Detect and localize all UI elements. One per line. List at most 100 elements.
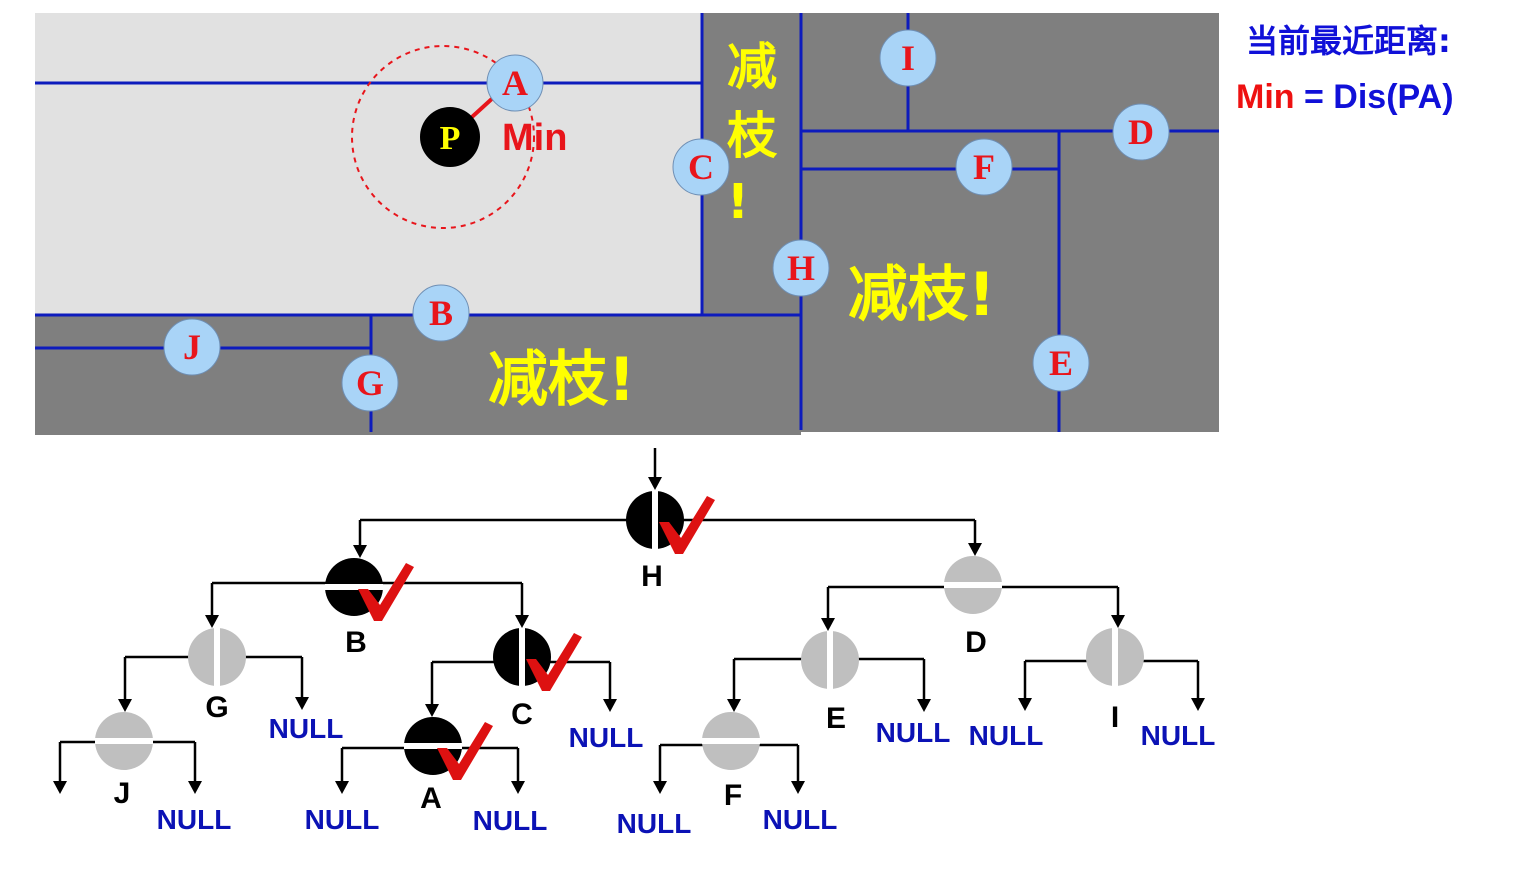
prune-char-1: 减 [727, 38, 777, 96]
prune-char-2: 枝 [727, 107, 778, 165]
tree-node-label: J [114, 777, 131, 810]
min-label: Min [502, 117, 567, 159]
partition-node-label: E [1049, 343, 1073, 383]
partition-node-e: E [1032, 334, 1090, 392]
search-tree: H B D G C E I J A F NULL NULL NULL NULL NULL NULL NULL N… [53, 448, 1215, 839]
arrow-head [1018, 698, 1032, 711]
null-label: NULL [969, 720, 1044, 751]
partition-node-circle [1112, 103, 1170, 161]
partition-node-label: D [1128, 112, 1154, 152]
partition-node-label: A [502, 63, 528, 103]
formula-equals: = [1294, 78, 1334, 116]
null-label: NULL [157, 804, 232, 835]
formula-min: Min [1236, 78, 1295, 116]
arrow-head [791, 781, 805, 794]
partition-nodes: A B C D E F G H I J [163, 29, 1170, 412]
null-label: NULL [763, 804, 838, 835]
split-mark [519, 628, 525, 686]
tree-node-label: H [641, 560, 663, 593]
region-right [801, 13, 1219, 432]
arrow-head [917, 699, 931, 712]
null-label: NULL [269, 713, 344, 744]
partition-node-h: H [772, 239, 830, 297]
arrow-head [968, 543, 982, 556]
tree-node-j: J [95, 712, 153, 810]
tree-node-i: I [1086, 628, 1144, 734]
partition-node-a: A [486, 54, 544, 112]
partition-node-circle [772, 239, 830, 297]
search-radius-circle [351, 45, 535, 229]
tree-node-f: F [702, 712, 760, 812]
arrow-head [353, 545, 367, 558]
tree-node-h: H [626, 491, 715, 593]
partition-node-d: D [1112, 103, 1170, 161]
prune-char-3: ! [727, 174, 749, 230]
partition-node-label: G [356, 363, 384, 403]
tree-node-c: C [493, 628, 582, 731]
partition-node-circle [341, 354, 399, 412]
partition-node-circle [486, 54, 544, 112]
split-mark [652, 491, 658, 549]
split-mark [1112, 628, 1118, 686]
partition-node-circle [1032, 334, 1090, 392]
arrow-head [188, 781, 202, 794]
partition-node-c: C [672, 138, 730, 196]
check-icon [659, 496, 715, 554]
split-mark [944, 582, 1002, 588]
check-icon [437, 722, 493, 780]
query-point-label: P [440, 120, 461, 157]
tree-node-d: D [944, 556, 1002, 659]
prune-label-right: 减枝! [848, 260, 995, 330]
partition-node-circle [955, 138, 1013, 196]
region-bottom-left [35, 315, 801, 435]
split-mark [95, 738, 153, 744]
split-mark [702, 738, 760, 744]
arrow-head [648, 477, 662, 490]
split-mark [325, 584, 383, 590]
region-light [35, 13, 702, 315]
tree-nodes: H B D G C E I J A F [95, 491, 1144, 815]
prune-label-vertical: 减 枝 ! [727, 38, 778, 230]
null-label: NULL [1141, 720, 1216, 751]
partition-node-circle [879, 29, 937, 87]
tree-node-label: G [205, 691, 228, 724]
nearest-distance-title: 当前最近距离: [1246, 22, 1451, 60]
partition-node-label: J [183, 327, 201, 367]
split-mark [827, 631, 833, 689]
partition-node-circle [672, 138, 730, 196]
tree-node-a: A [404, 717, 493, 815]
null-label: NULL [617, 808, 692, 839]
partition-map: P Min A B C D E F G H I J 减 枝 ! 减枝! 减枝! [35, 13, 1219, 435]
query-point: P [420, 107, 480, 167]
tree-node-label: F [724, 779, 742, 812]
arrow-head [205, 615, 219, 628]
query-point-marker [420, 107, 480, 167]
tree-node-label: C [511, 698, 533, 731]
arrow-head [727, 699, 741, 712]
null-label: NULL [305, 804, 380, 835]
tree-node-label: B [345, 626, 367, 659]
null-label: NULL [876, 717, 951, 748]
partition-node-b: B [412, 284, 470, 342]
arrow-head [295, 697, 309, 710]
tree-node-e: E [801, 631, 859, 735]
null-label: NULL [473, 805, 548, 836]
split-mark [404, 743, 462, 749]
partition-node-label: H [787, 248, 815, 288]
min-distance-formula: Min = Dis(PA) [1236, 78, 1526, 117]
partition-node-label: F [973, 147, 995, 187]
tree-node-label: E [826, 702, 846, 735]
arrow-head [53, 781, 67, 794]
partition-node-label: B [429, 293, 453, 333]
tree-node-g: G [188, 628, 246, 724]
check-icon [358, 563, 414, 621]
arrow-head [425, 704, 439, 717]
arrow-head [1111, 615, 1125, 628]
arrow-head [603, 699, 617, 712]
arrow-head [515, 615, 529, 628]
partition-node-label: I [901, 38, 915, 78]
arrow-head [821, 618, 835, 631]
check-icon [526, 633, 582, 691]
null-labels: NULL NULL NULL NULL NULL NULL NULL NULL NULL NULL [157, 713, 1216, 839]
